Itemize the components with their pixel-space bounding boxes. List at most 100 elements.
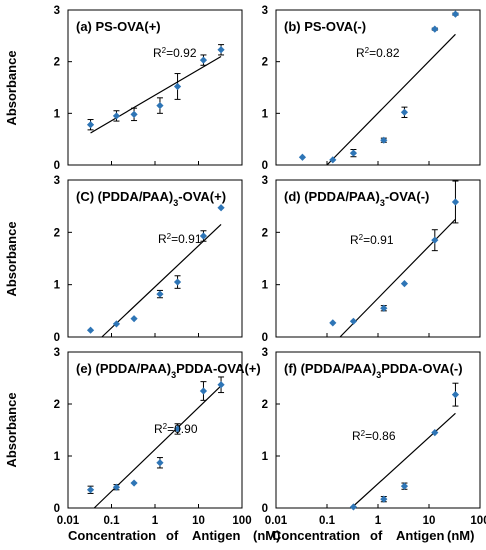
data-point — [349, 503, 358, 511]
data-point — [400, 482, 409, 490]
data-point — [156, 101, 164, 110]
y-tick-label: 2 — [262, 399, 268, 411]
chart-panel-2: 0 1 2 3 (b) PS-OVA(-) R2=0.82 — [262, 5, 481, 172]
data-point — [451, 10, 460, 18]
y-tick-label: 3 — [54, 5, 60, 17]
x-axis-title-word: Antigen — [192, 528, 240, 543]
y-tick-label: 2 — [54, 399, 60, 411]
data-point — [380, 304, 388, 312]
data-point — [451, 198, 460, 206]
y-tick-label: 0 — [262, 160, 268, 172]
fit-line — [101, 224, 222, 338]
data-point — [112, 320, 121, 328]
data-point — [400, 280, 409, 288]
panel-title: (e) (PDDA/PAA)3PDDA-OVA(+) — [76, 361, 261, 380]
fit-line — [90, 55, 222, 134]
x-tick-label: 0.01 — [265, 515, 288, 527]
panels-layer: 0 1 2 3 (a) PS-OVA(+) R2=0.92 0 1 2 3 (b) PS-OVA(-… — [54, 5, 486, 527]
y-tick-label: 0 — [262, 332, 268, 344]
x-tick-label: 100 — [232, 515, 251, 527]
data-point — [329, 319, 337, 327]
r-squared-label: R2=0.86 — [352, 429, 396, 444]
y-tick-label: 1 — [262, 108, 269, 120]
x-tick-label: 1 — [375, 515, 382, 527]
y-tick-label: 1 — [54, 108, 61, 120]
data-point — [173, 82, 182, 91]
x-tick-label: 100 — [470, 515, 486, 527]
y-tick-label: 3 — [262, 347, 268, 359]
chart-panel-1: 0 1 2 3 (a) PS-OVA(+) R2=0.92 — [54, 5, 243, 172]
x-axis-title-col-1: Concentration of Antigen (nM) — [68, 528, 280, 543]
data-point — [329, 156, 337, 164]
data-point — [112, 112, 121, 120]
y-tick-label: 1 — [54, 451, 61, 463]
data-point — [86, 326, 95, 334]
y-tick-label: 3 — [54, 175, 60, 187]
data-point — [380, 495, 388, 503]
panel-title: (b) PS-OVA(-) — [284, 19, 366, 34]
y-tick-label: 0 — [54, 332, 60, 344]
data-point — [431, 25, 439, 33]
y-axis-title-row-1: Absorbance — [4, 50, 19, 125]
y-tick-label: 2 — [262, 227, 268, 239]
y-tick-label: 2 — [54, 57, 60, 69]
data-point — [431, 236, 439, 244]
data-point — [400, 108, 409, 116]
x-tick-label: 10 — [192, 515, 205, 527]
data-point — [199, 232, 208, 240]
x-tick-label: 1 — [152, 515, 159, 527]
y-tick-label: 1 — [262, 451, 269, 463]
data-point — [156, 459, 164, 467]
y-axis-title-row-2: Absorbance — [4, 221, 19, 296]
data-point — [112, 483, 121, 491]
x-axis-title-word: Concentration — [272, 528, 360, 543]
r-squared-label: R2=0.82 — [356, 46, 400, 61]
data-point — [217, 204, 225, 212]
y-tick-label: 3 — [262, 175, 268, 187]
x-axis-title-col-2: Concentration of Antigen (nM) — [272, 528, 474, 543]
x-tick-label: 0.1 — [319, 515, 336, 527]
data-point — [217, 381, 225, 389]
y-tick-label: 0 — [54, 160, 60, 172]
data-point — [156, 290, 164, 298]
x-axis-title-word: (nM) — [253, 528, 280, 543]
x-axis-title-word: of — [370, 528, 383, 543]
fit-line — [93, 385, 222, 509]
panel-title: (f) (PDDA/PAA)3PDDA-OVA(-) — [284, 361, 463, 380]
y-tick-label: 0 — [54, 503, 60, 515]
y-tick-label: 1 — [54, 280, 61, 292]
data-point — [173, 278, 182, 286]
chart-panel-3: 0 1 2 3 (C) (PDDA/PAA)3-OVA(+) R2=0.91 — [54, 175, 243, 344]
fit-line — [326, 33, 456, 166]
chart-panel-4: 0 1 2 3 (d) (PDDA/PAA)3-OVA(-) R2=0.91 — [262, 175, 481, 344]
panel-title: (d) (PDDA/PAA)3-OVA(-) — [284, 189, 429, 208]
y-axis-title-row-3: Absorbance — [4, 392, 19, 467]
x-tick-label: 10 — [423, 515, 436, 527]
y-tick-label: 2 — [54, 227, 60, 239]
x-axis-title-word: (nM) — [447, 528, 474, 543]
chart-panel-6: 0 1 2 3 0.01 0.1 1 10 100 (f) (PDDA/PAA)3PDDA-OVA… — [262, 347, 486, 527]
fit-line — [350, 412, 456, 509]
data-point — [451, 391, 460, 399]
data-point — [217, 46, 225, 54]
r-squared-label: R2=0.91 — [350, 233, 394, 248]
y-tick-label: 3 — [262, 5, 268, 17]
y-tick-label: 3 — [54, 347, 60, 359]
r-squared-label: R2=0.91 — [158, 232, 202, 247]
panel-title: (a) PS-OVA(+) — [76, 19, 161, 34]
x-tick-label: 0.1 — [104, 515, 121, 527]
y-tick-label: 1 — [262, 280, 269, 292]
data-point — [86, 121, 95, 129]
data-point — [173, 425, 182, 433]
data-point — [199, 387, 208, 395]
data-point — [380, 136, 388, 144]
data-point — [130, 479, 138, 487]
x-axis-title-word: of — [166, 528, 179, 543]
data-point — [86, 486, 95, 494]
panel-title: (C) (PDDA/PAA)3-OVA(+) — [76, 189, 226, 208]
data-point — [349, 149, 358, 157]
r-squared-label: R2=0.90 — [154, 422, 198, 437]
x-axis-title-word: Concentration — [68, 528, 156, 543]
y-tick-label: 2 — [262, 57, 268, 69]
